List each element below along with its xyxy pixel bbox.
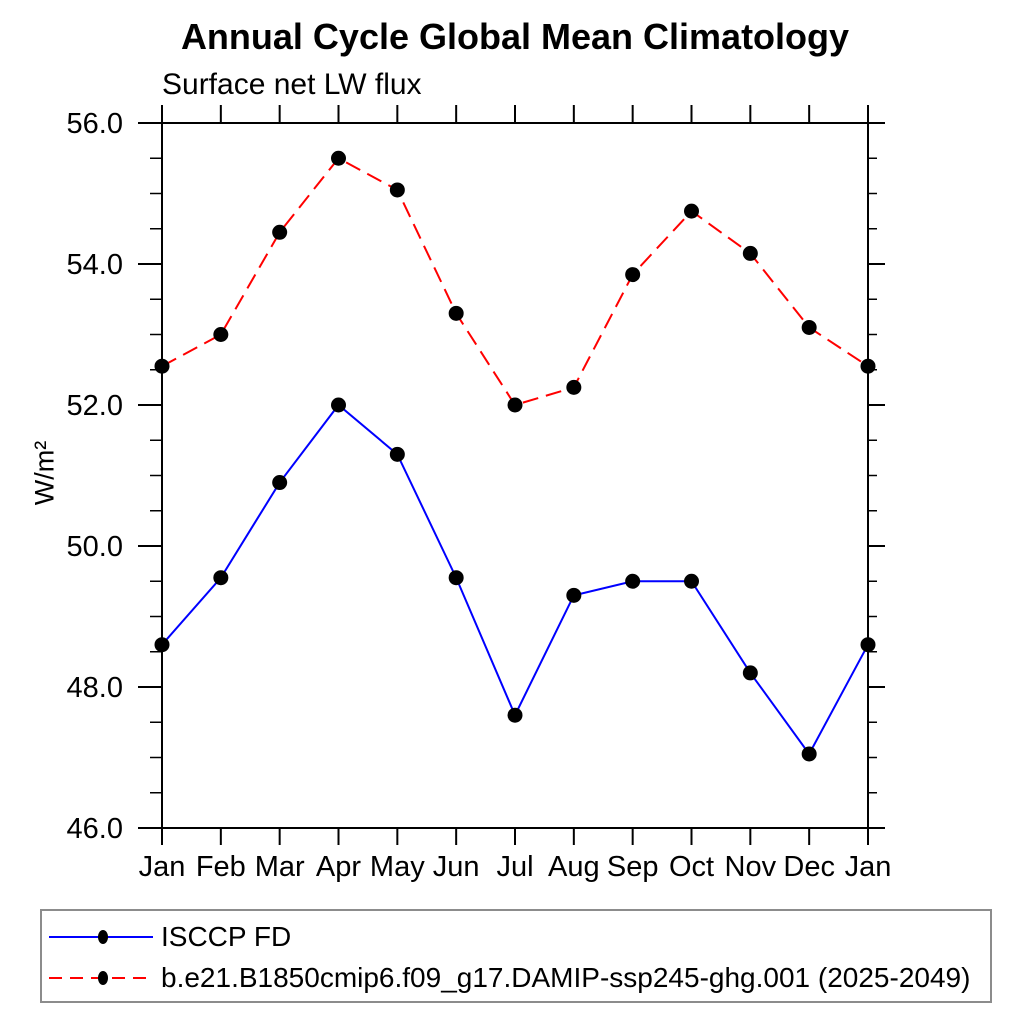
- legend-marker-dot: [98, 970, 108, 985]
- legend-label: ISCCP FD: [161, 920, 292, 952]
- legend-line-swatch: [49, 970, 153, 985]
- x-tick-label: Jan: [845, 851, 892, 883]
- data-point-1: [860, 358, 876, 374]
- data-point-1: [213, 327, 229, 342]
- y-tick-label: 52.0: [67, 390, 123, 422]
- legend-label: b.e21.B1850cmip6.f09_g17.DAMIP-ssp245-gh…: [161, 961, 971, 993]
- x-tick-label: Mar: [255, 851, 305, 883]
- data-point-0: [448, 570, 464, 586]
- data-point-1: [684, 203, 699, 219]
- data-point-1: [625, 267, 641, 283]
- x-tick-label: Jan: [139, 851, 186, 883]
- data-point-1: [331, 150, 346, 166]
- data-point-1: [566, 379, 582, 395]
- x-tick-label: Aug: [548, 851, 600, 883]
- x-tick-label: Sep: [607, 851, 659, 883]
- x-tick-label: May: [370, 851, 425, 883]
- data-point-0: [625, 573, 641, 589]
- legend-marker-dot: [98, 929, 108, 944]
- data-point-1: [154, 358, 170, 374]
- legend-item: ISCCP FD: [47, 916, 990, 957]
- data-point-0: [331, 397, 346, 413]
- series-line-1: [161, 156, 869, 407]
- data-point-0: [213, 570, 229, 586]
- data-point-1: [742, 245, 758, 261]
- data-point-1: [448, 305, 464, 321]
- data-point-0: [507, 707, 523, 723]
- series-line-0: [161, 403, 869, 756]
- x-tick-label: Jul: [496, 851, 533, 883]
- x-tick-label: Nov: [725, 851, 777, 883]
- y-tick-label: 50.0: [67, 531, 123, 563]
- chart-title: Annual Cycle Global Mean Climatology: [180, 16, 850, 57]
- legend-line-swatch: [49, 929, 153, 944]
- x-tick-label: Jun: [433, 851, 480, 883]
- x-tick-label: Feb: [196, 851, 246, 883]
- data-point-0: [684, 573, 699, 589]
- chart-subtitle: Surface net LW flux: [162, 68, 422, 101]
- x-tick-label: Dec: [783, 851, 835, 883]
- data-point-1: [389, 182, 405, 198]
- x-tick-label: Oct: [669, 851, 714, 883]
- data-point-0: [566, 587, 582, 603]
- data-point-1: [801, 319, 817, 335]
- data-point-0: [272, 475, 288, 491]
- data-point-0: [389, 446, 405, 462]
- legend: ISCCP FD b.e21.B1850cmip6.f09_g17.DAMIP-…: [40, 909, 992, 1003]
- data-point-1: [507, 397, 523, 413]
- legend-item: b.e21.B1850cmip6.f09_g17.DAMIP-ssp245-gh…: [47, 957, 990, 998]
- data-point-1: [272, 224, 288, 240]
- y-tick-label: 54.0: [67, 249, 123, 281]
- data-point-0: [154, 637, 170, 653]
- y-tick-label: 56.0: [67, 108, 123, 140]
- y-tick-label: 48.0: [67, 672, 123, 704]
- x-tick-label: Apr: [316, 851, 361, 883]
- data-point-0: [860, 637, 876, 653]
- data-point-0: [742, 665, 758, 681]
- data-point-0: [801, 746, 817, 762]
- y-tick-label: 46.0: [67, 813, 123, 845]
